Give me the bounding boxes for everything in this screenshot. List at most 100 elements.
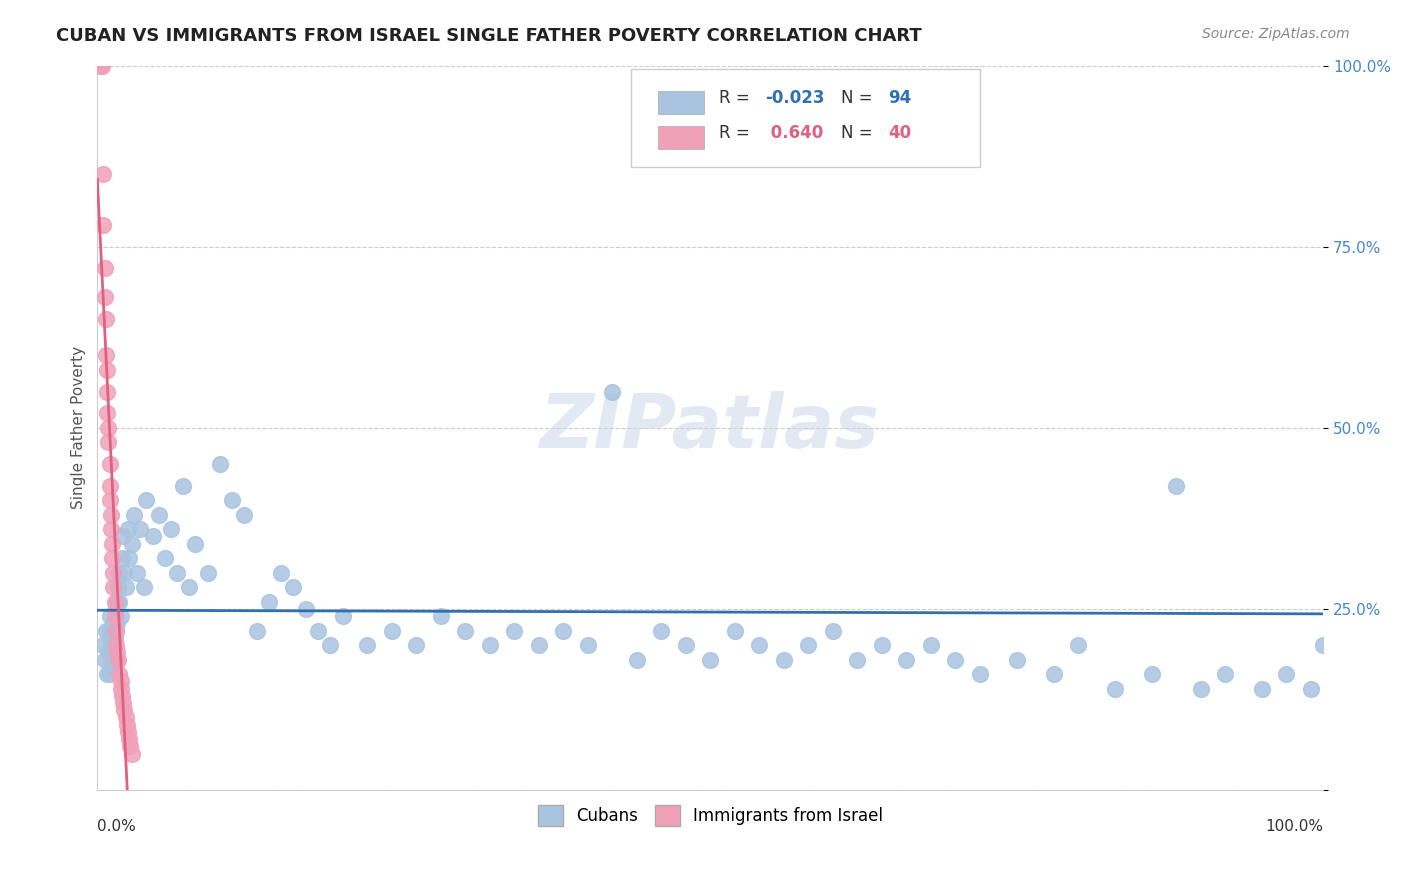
Point	[104, 652, 127, 666]
Text: N =: N =	[841, 124, 879, 142]
Text: 40: 40	[889, 124, 911, 142]
Point	[110, 681, 132, 696]
Point	[101, 660, 124, 674]
FancyBboxPatch shape	[631, 70, 980, 167]
Point	[103, 594, 125, 608]
Point	[576, 638, 599, 652]
Point	[527, 638, 550, 652]
Point	[1067, 638, 1090, 652]
Point	[98, 652, 121, 666]
Point	[748, 638, 770, 652]
Point	[96, 363, 118, 377]
Point	[429, 609, 451, 624]
Point	[179, 580, 201, 594]
Point	[98, 609, 121, 624]
Point	[103, 616, 125, 631]
Point	[107, 580, 129, 594]
Point	[98, 624, 121, 638]
Text: CUBAN VS IMMIGRANTS FROM ISRAEL SINGLE FATHER POVERTY CORRELATION CHART: CUBAN VS IMMIGRANTS FROM ISRAEL SINGLE F…	[56, 27, 922, 45]
Text: 0.640: 0.640	[765, 124, 824, 142]
Point	[1213, 667, 1236, 681]
Point	[103, 580, 125, 594]
Point	[141, 529, 163, 543]
Point	[97, 645, 120, 659]
Text: R =: R =	[718, 124, 755, 142]
Point	[969, 667, 991, 681]
Point	[208, 457, 231, 471]
Point	[112, 703, 135, 717]
Point	[503, 624, 526, 638]
Point	[108, 566, 131, 580]
Point	[920, 638, 942, 652]
Point	[1005, 652, 1028, 666]
Point	[797, 638, 820, 652]
Point	[122, 508, 145, 522]
Point	[1166, 479, 1188, 493]
Point	[1251, 681, 1274, 696]
Point	[98, 631, 121, 645]
Point	[105, 616, 128, 631]
Point	[94, 312, 117, 326]
Point	[104, 638, 127, 652]
Point	[699, 652, 721, 666]
Point	[110, 674, 132, 689]
Point	[233, 508, 256, 522]
Point	[270, 566, 292, 580]
Point	[332, 609, 354, 624]
Point	[1189, 681, 1212, 696]
Point	[945, 652, 967, 666]
Point	[100, 508, 122, 522]
Point	[184, 536, 207, 550]
Point	[112, 566, 135, 580]
Point	[129, 522, 152, 536]
Point	[96, 384, 118, 399]
Point	[650, 624, 672, 638]
Point	[135, 493, 157, 508]
Point	[105, 594, 128, 608]
Point	[283, 580, 305, 594]
Point	[108, 667, 131, 681]
Point	[121, 747, 143, 761]
Point	[100, 522, 122, 536]
Point	[101, 536, 124, 550]
Text: Source: ZipAtlas.com: Source: ZipAtlas.com	[1202, 27, 1350, 41]
Text: N =: N =	[841, 89, 879, 107]
Point	[773, 652, 796, 666]
Point	[114, 710, 136, 724]
Point	[120, 739, 142, 754]
Point	[121, 536, 143, 550]
Point	[103, 631, 125, 645]
Y-axis label: Single Father Poverty: Single Father Poverty	[72, 346, 86, 509]
Point	[98, 493, 121, 508]
Point	[111, 689, 134, 703]
Point	[101, 638, 124, 652]
Point	[107, 652, 129, 666]
Point	[93, 638, 115, 652]
FancyBboxPatch shape	[658, 126, 704, 149]
Point	[1042, 667, 1064, 681]
Point	[294, 602, 316, 616]
Point	[356, 638, 378, 652]
Point	[1140, 667, 1163, 681]
Point	[115, 717, 138, 731]
Point	[103, 566, 125, 580]
Point	[93, 652, 115, 666]
Point	[97, 421, 120, 435]
Point	[93, 167, 115, 181]
Point	[117, 522, 139, 536]
Point	[600, 384, 623, 399]
Text: 0.0%: 0.0%	[97, 819, 136, 834]
Point	[94, 348, 117, 362]
Text: 94: 94	[889, 89, 911, 107]
Point	[307, 624, 329, 638]
Point	[319, 638, 342, 652]
Point	[105, 645, 128, 659]
Point	[112, 696, 135, 710]
FancyBboxPatch shape	[658, 91, 704, 114]
Point	[724, 624, 747, 638]
Point	[103, 609, 125, 624]
Point	[93, 261, 115, 276]
Point	[97, 435, 120, 450]
Point	[846, 652, 869, 666]
Point	[94, 624, 117, 638]
